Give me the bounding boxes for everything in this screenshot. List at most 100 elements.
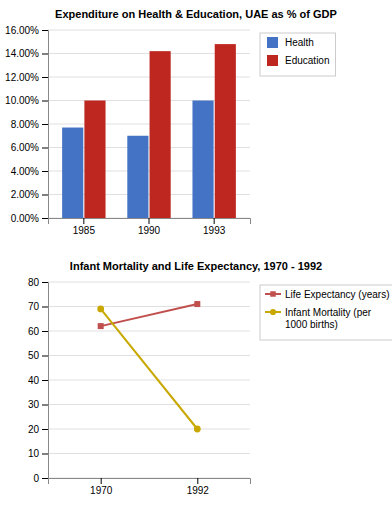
grid-line xyxy=(48,453,250,454)
bar xyxy=(192,101,213,219)
bar xyxy=(62,128,83,218)
tick-label: 1992 xyxy=(187,485,210,496)
tick-mark xyxy=(42,101,48,102)
axis-line xyxy=(42,283,49,479)
legend-swatch xyxy=(267,37,278,48)
tick-label: 60 xyxy=(28,326,40,337)
tick-label: 10 xyxy=(28,448,40,459)
axis: 1970 1992 xyxy=(49,478,251,496)
legend-label: Education xyxy=(285,55,329,66)
grid-line xyxy=(48,282,250,283)
legend-frame xyxy=(260,285,392,340)
legend-text-line: Life Expectancy (years) xyxy=(285,289,390,300)
tick-mark xyxy=(42,331,48,332)
tick: 10.00% xyxy=(5,95,48,106)
legend: Life Expectancy (years) Infant Mortality … xyxy=(260,285,392,340)
grid-line xyxy=(48,331,250,332)
tick-label: 30 xyxy=(28,399,40,410)
tick-mark xyxy=(83,218,84,224)
axis: 0.00% 2.00% 4.00% 6.00% 8.00% 10.00% 12.00% 14.… xyxy=(5,25,48,224)
tick: 1970 xyxy=(90,478,113,496)
legend-label: Infant Mortality (per1000 births) xyxy=(285,307,372,330)
axis-line xyxy=(49,219,251,225)
bar xyxy=(215,44,236,218)
tick-mark xyxy=(42,54,48,55)
tick: 1992 xyxy=(187,478,210,496)
legend-text-line: 1000 births) xyxy=(285,319,338,330)
line xyxy=(101,304,198,326)
tick-label: 1990 xyxy=(138,225,161,236)
legend-marker xyxy=(270,309,276,315)
tick-mark xyxy=(42,195,48,196)
axis: 0 10 20 30 40 50 60 70 80 xyxy=(28,277,49,484)
line xyxy=(101,309,198,429)
tick-mark xyxy=(42,478,48,479)
tick: 1990 xyxy=(138,218,161,236)
legend-text-line: Education xyxy=(285,55,329,66)
tick-label: 80 xyxy=(28,277,40,288)
tick-mark xyxy=(42,380,48,381)
axis-line xyxy=(42,31,49,219)
plot-marks xyxy=(97,301,200,432)
chart-figure: Expenditure on Health & Education, UAE a… xyxy=(0,0,392,512)
tick-label: 12.00% xyxy=(5,72,39,83)
grid-line xyxy=(48,306,250,307)
tick: 0 xyxy=(33,473,48,484)
tick-mark xyxy=(42,454,48,455)
legend-text-line: Infant Mortality (per xyxy=(285,307,372,318)
tick: 6.00% xyxy=(11,142,48,153)
tick: 40 xyxy=(28,375,48,386)
tick: 20 xyxy=(28,424,48,435)
grid-line xyxy=(48,404,250,405)
tick: 2.00% xyxy=(11,189,48,200)
plot-marks xyxy=(62,44,236,218)
tick-mark xyxy=(42,307,48,308)
tick: 8.00% xyxy=(11,119,48,130)
tick-mark xyxy=(149,218,150,224)
tick-label: 40 xyxy=(28,375,40,386)
bar xyxy=(84,101,105,219)
tick: 70 xyxy=(28,301,48,312)
tick-label: 0 xyxy=(33,473,39,484)
grid-line xyxy=(48,429,250,430)
legend-text-line: Health xyxy=(285,37,314,48)
point xyxy=(97,306,104,313)
legend-swatch xyxy=(267,55,278,66)
tick-label: 8.00% xyxy=(11,119,39,130)
tick-mark xyxy=(42,356,48,357)
point xyxy=(194,301,200,307)
grid xyxy=(48,30,250,218)
legend-marker xyxy=(270,291,275,296)
chart-title: Infant Mortality and Life Expectancy, 19… xyxy=(70,260,322,272)
tick-mark xyxy=(42,148,48,149)
tick-label: 16.00% xyxy=(5,25,39,36)
legend: Health Education xyxy=(260,33,335,76)
grid-line xyxy=(48,30,250,31)
tick: 4.00% xyxy=(11,166,48,177)
tick-mark xyxy=(214,218,215,224)
axis-line xyxy=(49,479,251,485)
tick-label: 70 xyxy=(28,301,40,312)
chart-title: Expenditure on Health & Education, UAE a… xyxy=(55,8,337,20)
tick-label: 14.00% xyxy=(5,48,39,59)
tick-mark xyxy=(101,478,102,484)
point xyxy=(98,323,104,329)
tick-label: 1985 xyxy=(73,225,96,236)
tick: 0.00% xyxy=(11,213,48,224)
tick: 60 xyxy=(28,326,48,337)
tick-label: 10.00% xyxy=(5,95,39,106)
tick-mark xyxy=(42,30,48,31)
tick-label: 1993 xyxy=(203,225,226,236)
tick: 50 xyxy=(28,350,48,361)
tick-label: 20 xyxy=(28,424,40,435)
tick: 10 xyxy=(28,448,48,459)
tick: 80 xyxy=(28,277,48,288)
legend-frame xyxy=(260,33,335,76)
bar xyxy=(127,136,148,218)
tick: 1993 xyxy=(203,218,226,236)
tick-mark xyxy=(42,77,48,78)
tick: 16.00% xyxy=(5,25,48,36)
tick-label: 6.00% xyxy=(11,142,39,153)
tick-label: 0.00% xyxy=(11,213,39,224)
legend-label: Life Expectancy (years) xyxy=(285,289,390,300)
